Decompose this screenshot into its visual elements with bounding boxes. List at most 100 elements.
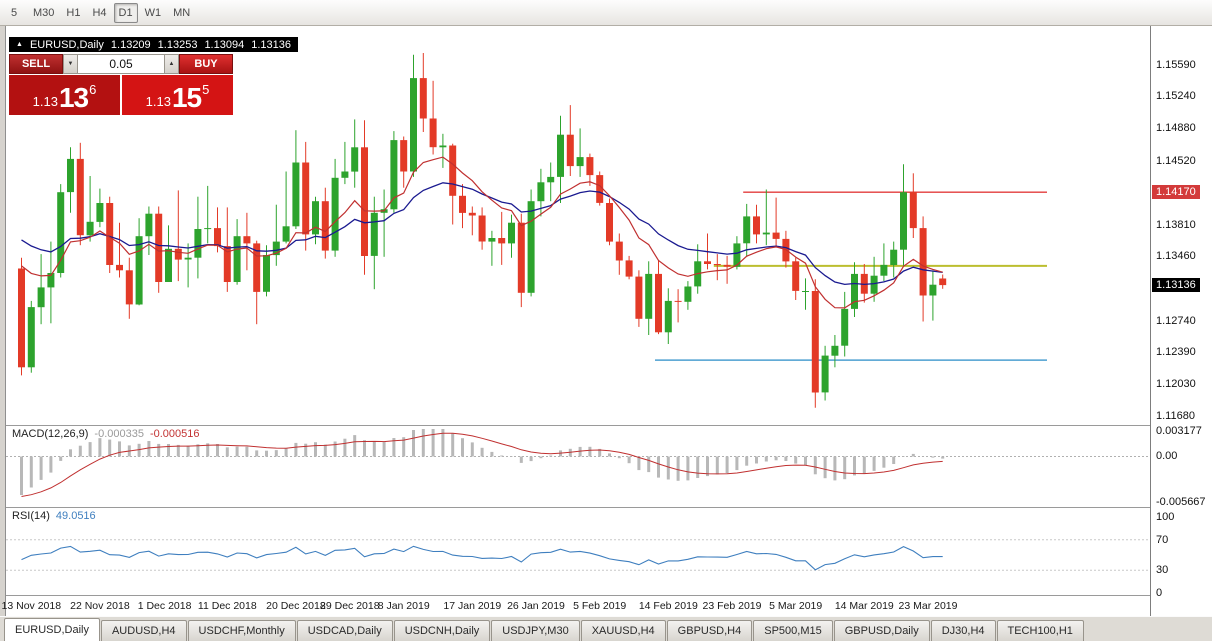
date-label: 20 Dec 2018: [266, 600, 326, 612]
candle-body: [233, 236, 241, 282]
candle-body: [57, 192, 65, 273]
date-label: 8 Jan 2019: [377, 600, 430, 612]
candle-body: [47, 273, 55, 288]
price-scale-label: 1.12390: [1156, 346, 1196, 358]
chevron-down-icon: ▼: [67, 61, 74, 67]
candle-body: [684, 286, 692, 302]
bid-price[interactable]: 1.13 13 6: [9, 75, 120, 115]
candle-body: [96, 203, 104, 222]
ask-price[interactable]: 1.13 15 5: [122, 75, 233, 115]
date-label: 17 Jan 2019: [443, 600, 502, 612]
volume-decrease-button[interactable]: ▼: [63, 54, 78, 74]
bid-point-digit: 6: [89, 82, 97, 97]
price-scale-label: 1.13810: [1156, 219, 1196, 231]
chart-tab-audusd-h4[interactable]: AUDUSD,H4: [100, 620, 187, 641]
candle-body: [674, 300, 682, 302]
buy-button[interactable]: BUY: [179, 54, 233, 74]
candle-body: [292, 162, 300, 227]
candle-body: [106, 203, 114, 265]
date-label: 14 Feb 2019: [638, 600, 698, 612]
candle-body: [135, 236, 143, 305]
current-price-label: 1.13136: [1152, 278, 1200, 292]
chart-tab-eurusd-daily[interactable]: EURUSD,Daily: [4, 618, 100, 641]
candle-body: [214, 228, 221, 247]
date-axis[interactable]: 13 Nov 2018 22 Nov 2018 1 Dec 2018 11 Dec 2…: [2, 596, 1150, 616]
candle-body: [116, 264, 123, 271]
candle-body: [341, 171, 349, 178]
candle-body: [723, 264, 731, 267]
timeframe-button-w1[interactable]: W1: [144, 6, 162, 19]
candle-body: [821, 355, 829, 393]
date-label: 5 Feb 2019: [573, 600, 627, 612]
info-close: 1.13136: [251, 38, 291, 51]
price-scale-label: 1.12740: [1156, 315, 1196, 327]
candle-body: [302, 162, 310, 235]
rsi-name: RSI(14): [12, 510, 50, 522]
chart-tab-usdjpy-m30[interactable]: USDJPY,M30: [491, 620, 580, 641]
candle-body: [802, 291, 809, 292]
timeframe-button-h1[interactable]: H1: [66, 6, 81, 19]
chart-tab-gbpusd-h4[interactable]: GBPUSD,H4: [666, 620, 753, 641]
ask-big-digits: 15: [171, 82, 202, 113]
timeframe-button-d1[interactable]: D1: [113, 2, 138, 23]
rsi-scale-label: 0: [1156, 587, 1163, 599]
candle-body: [566, 134, 574, 167]
chart-plot-region[interactable]: ▲ EURUSD,Daily 1.13209 1.13253 1.13094 1…: [2, 26, 1151, 616]
candle-body: [762, 232, 770, 235]
info-low: 1.13094: [204, 38, 245, 51]
candle-body: [772, 232, 780, 239]
sell-button[interactable]: SELL: [9, 54, 63, 74]
candle-body: [713, 264, 721, 265]
chart-tab-usdcnh-daily[interactable]: USDCNH,Daily: [393, 620, 491, 641]
candle-body: [351, 147, 359, 172]
chart-tab-gbpusd-daily[interactable]: GBPUSD,Daily: [833, 620, 930, 641]
chart-tab-usdchf-monthly[interactable]: USDCHF,Monthly: [187, 620, 296, 641]
info-high: 1.13253: [157, 38, 198, 51]
candle-body: [312, 201, 319, 235]
timeframe-button-m30[interactable]: M30: [33, 6, 55, 19]
candle-body: [37, 287, 45, 308]
chart-tab-xauusd-h4[interactable]: XAUUSD,H4: [580, 620, 666, 641]
candle-body: [606, 203, 613, 242]
macd-indicator-label: MACD(12,26,9) -0.000335 -0.000516: [12, 428, 200, 440]
timeframe-button-h4[interactable]: H4: [92, 6, 107, 19]
candle-body: [370, 212, 378, 256]
chart-tab-dj30-h4[interactable]: DJ30,H4: [930, 620, 996, 641]
date-label: 26 Jan 2019: [507, 600, 565, 612]
price-chart-canvas[interactable]: [6, 26, 1151, 596]
bid-prefix: 1.13: [32, 94, 58, 109]
candle-body: [390, 140, 398, 210]
timeframe-button-mn[interactable]: MN: [173, 6, 191, 19]
candle-body: [468, 212, 476, 216]
volume-input[interactable]: 0.05: [78, 54, 164, 74]
candle-body: [18, 268, 25, 368]
macd-signal-value: -0.000516: [149, 428, 200, 440]
chart-marker-icon: ▲: [16, 41, 23, 48]
candle-body: [635, 276, 643, 319]
candle-body: [880, 264, 888, 276]
chart-tab-sp500-m15[interactable]: SP500,M15: [753, 620, 833, 641]
candle-body: [557, 134, 564, 177]
candle-body: [919, 228, 927, 296]
timeframe-button-5[interactable]: 5: [10, 6, 18, 19]
ask-prefix: 1.13: [145, 94, 171, 109]
macd-name: MACD(12,26,9): [12, 428, 89, 440]
price-scale[interactable]: 1.15590 1.15240 1.14880 1.14520 1.13810 1.134…: [1150, 26, 1212, 616]
price-scale-label: 1.14880: [1156, 122, 1196, 134]
chart-tab-tech100-h1[interactable]: TECH100,H1: [996, 620, 1084, 641]
rsi-scale-label: 100: [1156, 511, 1175, 523]
price-scale-label: 1.15590: [1156, 59, 1196, 71]
candle-body: [900, 192, 907, 250]
candle-body: [76, 158, 84, 236]
candle-body: [27, 307, 35, 368]
candle-body: [174, 248, 182, 260]
volume-increase-button[interactable]: ▲: [164, 54, 179, 74]
candle-body: [753, 216, 760, 235]
price-scale-label: 1.15240: [1156, 90, 1196, 102]
one-click-trading-panel: SELL ▼ 0.05 ▲ BUY 1.13 13 6 1.13 15 5: [9, 54, 233, 115]
candle-body: [939, 278, 947, 286]
candle-body: [86, 221, 94, 236]
candle-body: [909, 192, 917, 229]
timeframe-toolbar: 5 M30 H1 H4 D1 W1 MN: [0, 0, 1212, 26]
chart-tab-usdcad-daily[interactable]: USDCAD,Daily: [296, 620, 393, 641]
